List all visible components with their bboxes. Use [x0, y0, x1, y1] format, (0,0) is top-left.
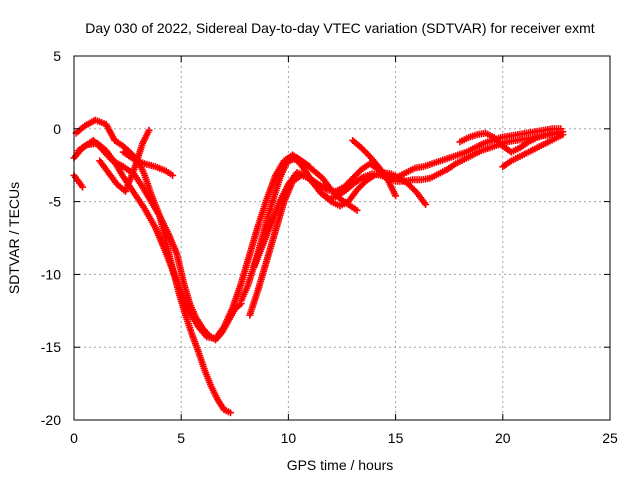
axis-ticks: 0 5 10 15 20 25 5 0 -5 -10 -15 -20	[41, 48, 618, 446]
y-axis-label: SDTVAR / TECUs	[6, 182, 22, 294]
data-point	[227, 409, 235, 417]
y-tick-label: -5	[49, 194, 62, 210]
data-point	[145, 126, 153, 134]
series-track-12	[456, 128, 567, 156]
data-point	[79, 183, 87, 191]
x-tick-label: 15	[388, 430, 404, 446]
y-tick-label: -10	[41, 266, 61, 282]
grid	[74, 56, 610, 420]
data-point	[392, 192, 400, 200]
y-tick-label: -15	[41, 339, 61, 355]
data-point	[422, 201, 430, 209]
x-tick-label: 0	[70, 430, 78, 446]
x-axis-label: GPS time / hours	[287, 457, 394, 473]
y-tick-label: 5	[53, 48, 61, 64]
data-point	[353, 206, 361, 214]
series-track-10	[284, 154, 361, 214]
x-tick-label: 10	[281, 430, 297, 446]
series-track-4	[96, 126, 153, 195]
plot-frame	[73, 55, 611, 421]
x-tick-label: 25	[602, 430, 618, 446]
chart-title: Day 030 of 2022, Sidereal Day-to-day VTE…	[85, 20, 594, 36]
series-track-11	[349, 136, 400, 200]
data-point	[559, 131, 567, 139]
x-tick-label: 5	[177, 430, 185, 446]
y-tick-label: 0	[53, 121, 61, 137]
series-track-13	[499, 131, 567, 171]
x-tick-label: 20	[495, 430, 511, 446]
data-layer	[70, 116, 567, 417]
series-track-5	[119, 148, 177, 179]
data-point	[169, 171, 177, 179]
y-tick-label: -20	[41, 412, 61, 428]
